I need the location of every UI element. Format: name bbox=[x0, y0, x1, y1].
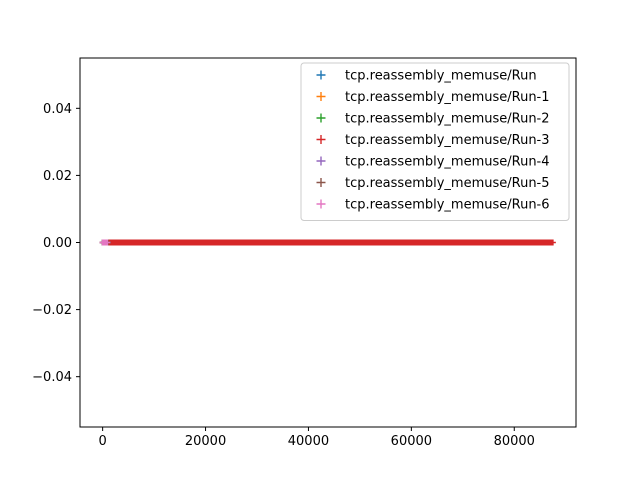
legend-item: tcp.reassembly_memuse/Run-5 bbox=[316, 176, 550, 191]
legend-item: tcp.reassembly_memuse/Run-4 bbox=[316, 155, 550, 170]
plot-area bbox=[99, 239, 556, 246]
legend-marker bbox=[316, 70, 326, 80]
y-tick-label: −0.04 bbox=[32, 370, 72, 385]
legend-item: tcp.reassembly_memuse/Run-3 bbox=[316, 133, 550, 148]
series-6-markers bbox=[99, 239, 111, 246]
x-tick-label: 80000 bbox=[494, 434, 535, 449]
legend-marker bbox=[316, 113, 326, 123]
y-tick-label: 0.02 bbox=[43, 169, 72, 184]
series-6 bbox=[99, 239, 111, 246]
x-tick-label: 40000 bbox=[288, 434, 329, 449]
legend-label: tcp.reassembly_memuse/Run-3 bbox=[345, 133, 550, 148]
legend-item: tcp.reassembly_memuse/Run-2 bbox=[316, 112, 550, 127]
x-tick-label: 20000 bbox=[185, 434, 226, 449]
legend-marker bbox=[316, 92, 326, 101]
series-3-markers bbox=[105, 239, 556, 246]
y-tick-label: 0.04 bbox=[43, 102, 72, 117]
y-tick-label: 0.00 bbox=[43, 236, 72, 251]
legend-label: tcp.reassembly_memuse/Run-5 bbox=[345, 176, 550, 191]
legend-item: tcp.reassembly_memuse/Run-1 bbox=[316, 90, 550, 105]
legend-item: tcp.reassembly_memuse/Run-6 bbox=[316, 198, 550, 213]
legend-marker bbox=[316, 178, 326, 187]
legend-marker bbox=[316, 199, 326, 209]
legend-label: tcp.reassembly_memuse/Run-1 bbox=[345, 90, 550, 105]
legend-marker bbox=[316, 156, 326, 166]
legend-label: tcp.reassembly_memuse/Run-6 bbox=[345, 198, 550, 213]
legend-label: tcp.reassembly_memuse/Run-2 bbox=[345, 112, 550, 127]
x-tick-label: 60000 bbox=[391, 434, 432, 449]
legend: tcp.reassembly_memuse/Run tcp.reassembly_… bbox=[300, 62, 570, 221]
x-tick-label: 0 bbox=[98, 434, 106, 449]
legend-label: tcp.reassembly_memuse/Run bbox=[345, 69, 537, 84]
legend-marker bbox=[316, 135, 326, 144]
series-3 bbox=[105, 239, 556, 246]
axes: 0 20000 40000 60000 80000 −0.04 −0.02 0.00 0.02 0… bbox=[32, 57, 577, 449]
y-tick-label: −0.02 bbox=[32, 303, 72, 318]
legend-box bbox=[300, 62, 570, 221]
legend-item: tcp.reassembly_memuse/Run bbox=[316, 69, 537, 84]
legend-label: tcp.reassembly_memuse/Run-4 bbox=[345, 155, 550, 170]
